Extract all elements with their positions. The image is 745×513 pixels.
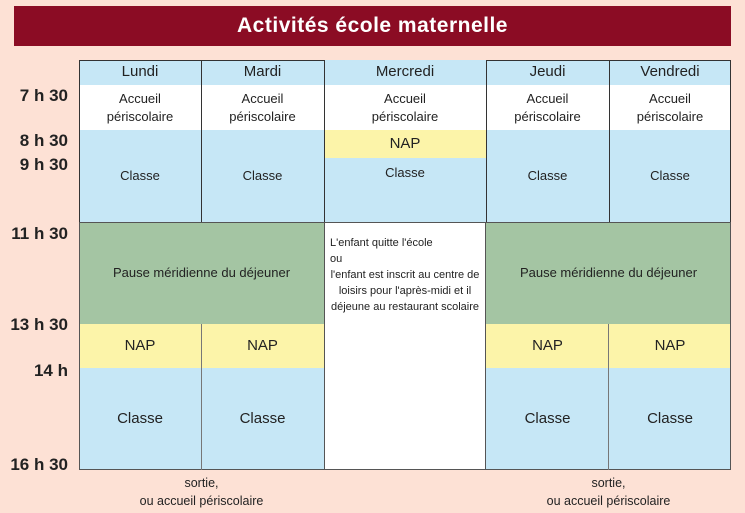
classe-cell: Classe [201, 368, 324, 470]
footer-text: ou accueil périscolaire [139, 494, 264, 509]
time-label: 14 h [33, 361, 68, 380]
mercredi-text: l'enfant est inscrit au centre de loisir… [330, 268, 480, 313]
nap-cell: NAP [486, 324, 609, 368]
mercredi-text: L'enfant quitte l'école [330, 237, 433, 249]
footer-note-right: sortie, ou accueil périscolaire [486, 474, 731, 510]
classe-cell: Classe [609, 368, 731, 470]
accueil-cell: Accueil périscolaire [609, 85, 731, 130]
nap-cell: NAP [201, 324, 324, 368]
accueil-cell: Accueil périscolaire [79, 85, 201, 130]
footer-note-left: sortie, ou accueil périscolaire [79, 474, 324, 510]
accueil-cell: Accueil périscolaire [324, 85, 486, 130]
nap-cell: NAP [609, 324, 731, 368]
footer-text: ou accueil périscolaire [546, 494, 671, 509]
classe-cell: Classe [486, 368, 609, 470]
header-jeudi: Jeudi [486, 60, 609, 85]
time-label: 11 h 30 [11, 224, 68, 243]
time-label: 8 h 30 [19, 131, 68, 150]
header-mardi: Mardi [201, 60, 324, 85]
time-label: 9 h 30 [19, 155, 68, 174]
footer-text: sortie, [591, 476, 626, 490]
classe-cell: Classe [79, 368, 201, 470]
classe-cell: Classe [324, 158, 486, 188]
accueil-cell: Accueil périscolaire [486, 85, 609, 130]
classe-cell: Classe [486, 130, 609, 222]
mercredi-afternoon: L'enfant quitte l'école ou l'enfant est … [324, 222, 486, 470]
classe-cell: Classe [609, 130, 731, 222]
header-mercredi: Mercredi [324, 60, 486, 85]
page-title: Activités école maternelle [14, 6, 731, 46]
time-label: 7 h 30 [19, 86, 68, 105]
accueil-cell: Accueil périscolaire [201, 85, 324, 130]
time-label: 13 h 30 [10, 315, 68, 334]
mercredi-text: ou [330, 252, 343, 265]
footer-text: sortie, [184, 476, 219, 490]
pause-cell: Pause méridienne du déjeuner [79, 222, 324, 324]
header-lundi: Lundi [79, 60, 201, 85]
pause-cell: Pause méridienne du déjeuner [486, 222, 731, 324]
classe-cell: Classe [79, 130, 201, 222]
header-vendredi: Vendredi [609, 60, 731, 85]
time-label: 16 h 30 [10, 455, 68, 474]
nap-cell: NAP [79, 324, 201, 368]
nap-cell: NAP [324, 130, 486, 158]
classe-cell: Classe [201, 130, 324, 222]
